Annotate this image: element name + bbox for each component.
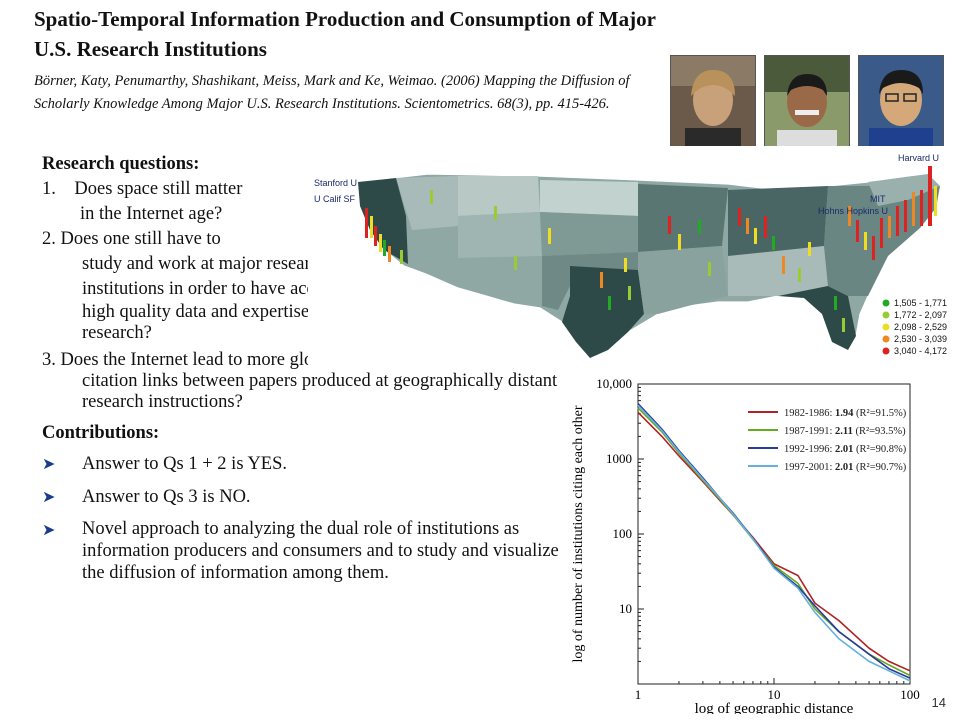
page-title: Spatio-Temporal Information Production a… (34, 7, 656, 61)
contributions-heading: Contributions: (42, 423, 160, 443)
state-region (728, 246, 828, 296)
x-axis-label: log of geographic distance (695, 701, 854, 714)
institution-bars (365, 166, 937, 332)
question-2-line1: 2. Does one still have to (42, 229, 221, 249)
state-region (540, 180, 638, 216)
legend-label: 2,530 - 3,039 (894, 334, 947, 344)
arrow-bullet-icon: ➤ (42, 456, 56, 473)
legend-entry: 1997-2001: 2.01 (R²=90.7%) (784, 462, 907, 473)
legend-dot (882, 311, 890, 319)
arrow-bullet-icon: ➤ (42, 522, 56, 539)
legend-entry: 1982-1986: 1.94 (R²=91.5%) (784, 408, 907, 419)
map-label-hopkins: Hohns Hopkins U (818, 206, 888, 216)
legend-label: 1,772 - 2,097 (894, 310, 947, 320)
state-region (396, 176, 458, 230)
state-region (458, 176, 540, 216)
state-texas (562, 266, 644, 358)
map-label-stanford: Stanford U (314, 178, 357, 188)
question-2-line2: study and work at major research (82, 254, 329, 274)
author-photo-1 (670, 55, 756, 149)
legend-entry: 1987-1991: 2.11 (R²=93.5%) (784, 426, 906, 437)
legend-label: 1,505 - 1,771 (894, 298, 947, 308)
author-photo-2 (764, 55, 850, 149)
citation: Börner, Katy, Penumarthy, Shashikant, Me… (34, 73, 630, 112)
series-lines (637, 402, 911, 682)
state-region (458, 212, 542, 258)
legend-dot (882, 347, 890, 355)
state-region (540, 212, 638, 256)
x-tick-label: 100 (900, 687, 920, 702)
y-tick-label: 10,000 (596, 378, 632, 391)
question-2-line3: institutions in order to have access to (82, 279, 357, 299)
series-line-1982-1986 (637, 411, 911, 672)
question-1-line1: Does space still matter (74, 179, 243, 199)
state-region (638, 246, 728, 314)
chart-svg: 1 10 100 10,000 1000 100 10 1982-1986: 1.94 (R… (571, 376, 920, 717)
legend-entry: 1992-1996: 2.01 (R²=90.8%) (784, 444, 907, 455)
research-questions-heading: Research questions: (42, 154, 200, 174)
state-region (728, 186, 828, 256)
distance-citation-chart: 1 10 100 10,000 1000 100 10 1982-1986: 1.94 (R… (566, 376, 928, 717)
contribution-item-2: ➤ Answer to Qs 3 is NO. (42, 485, 582, 510)
contribution-item-1: ➤ Answer to Qs 1 + 2 is YES. (42, 452, 582, 477)
author-photo-3 (858, 55, 944, 149)
series-line-1997-2001 (637, 404, 911, 682)
axis-ticks: 1 10 100 10,000 1000 100 10 (596, 376, 920, 702)
x-tick-label: 10 (768, 687, 781, 702)
y-tick-label: 1000 (606, 451, 632, 466)
legend-label: 2,098 - 2,529 (894, 322, 947, 332)
y-tick-label: 100 (613, 526, 633, 541)
legend-dot (882, 335, 890, 343)
question-1-line2: in the Internet age? (80, 204, 223, 224)
legend-label: 3,040 - 4,172 (894, 346, 947, 356)
us-map: Stanford U U Calif SF Harvard U MIT Hohn… (308, 146, 960, 371)
map-label-harvard: Harvard U (898, 153, 939, 163)
arrow-bullet-icon: ➤ (42, 489, 56, 506)
state-region (638, 184, 728, 252)
legend-dot (882, 299, 890, 307)
y-tick-label: 10 (619, 601, 632, 616)
state-california (358, 178, 408, 264)
question-1-number: 1. (42, 179, 56, 199)
legend-dot (882, 323, 890, 331)
map-legend: 1,505 - 1,771 1,772 - 2,097 2,098 - 2,52… (882, 298, 947, 356)
y-axis-label: log of number of institutions citing eac… (571, 405, 586, 662)
map-label-ucsf: U Calif SF (314, 194, 356, 204)
x-tick-label: 1 (635, 687, 642, 702)
chart-legend: 1982-1986: 1.94 (R²=91.5%) 1987-1991: 2.1… (748, 408, 907, 473)
map-label-mit: MIT (870, 194, 886, 204)
page-number: 14 (931, 695, 946, 710)
contribution-item-3: ➤ Novel approach to analyzing the dual r… (42, 519, 559, 583)
state-region (868, 174, 940, 206)
